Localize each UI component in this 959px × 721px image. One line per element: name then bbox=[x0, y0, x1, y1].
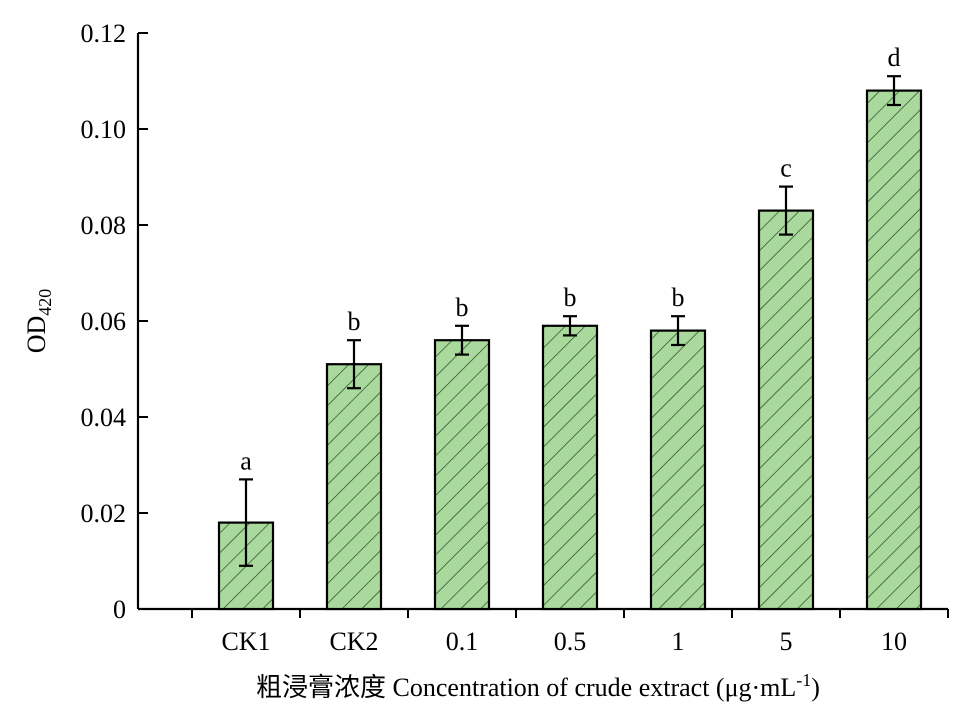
x-category-labels: CK1 CK2 0.1 0.5 1 5 10 bbox=[221, 627, 907, 656]
significance-label: a bbox=[240, 446, 252, 475]
significance-label: b bbox=[672, 283, 685, 312]
y-tick-label: 0.08 bbox=[81, 211, 127, 240]
x-category-label: 10 bbox=[881, 627, 907, 656]
x-axis-title: 粗浸膏浓度 Concentration of crude extract (μg… bbox=[256, 670, 820, 702]
bar bbox=[435, 340, 489, 609]
significance-label: c bbox=[780, 154, 792, 183]
bars bbox=[219, 91, 921, 609]
y-axis-title: OD420 bbox=[22, 289, 55, 354]
significance-label: b bbox=[348, 307, 361, 336]
x-category-label: CK2 bbox=[329, 627, 378, 656]
x-category-label: CK1 bbox=[221, 627, 270, 656]
x-category-label: 1 bbox=[672, 627, 685, 656]
bar bbox=[759, 211, 813, 609]
significance-label: d bbox=[888, 43, 901, 72]
y-tick-label: 0 bbox=[113, 595, 126, 624]
x-category-label: 0.1 bbox=[446, 627, 479, 656]
significance-label: b bbox=[456, 293, 469, 322]
y-tick-label: 0.04 bbox=[81, 403, 127, 432]
bar bbox=[543, 326, 597, 609]
y-tick-label: 0.12 bbox=[81, 19, 127, 48]
y-tick-label: 0.10 bbox=[81, 115, 127, 144]
bar bbox=[867, 91, 921, 609]
x-category-label: 5 bbox=[780, 627, 793, 656]
bar bbox=[651, 331, 705, 609]
significance-label: b bbox=[564, 283, 577, 312]
y-tick-label: 0.06 bbox=[81, 307, 127, 336]
y-tick-label: 0.02 bbox=[81, 499, 127, 528]
bar bbox=[327, 364, 381, 609]
x-category-label: 0.5 bbox=[554, 627, 587, 656]
